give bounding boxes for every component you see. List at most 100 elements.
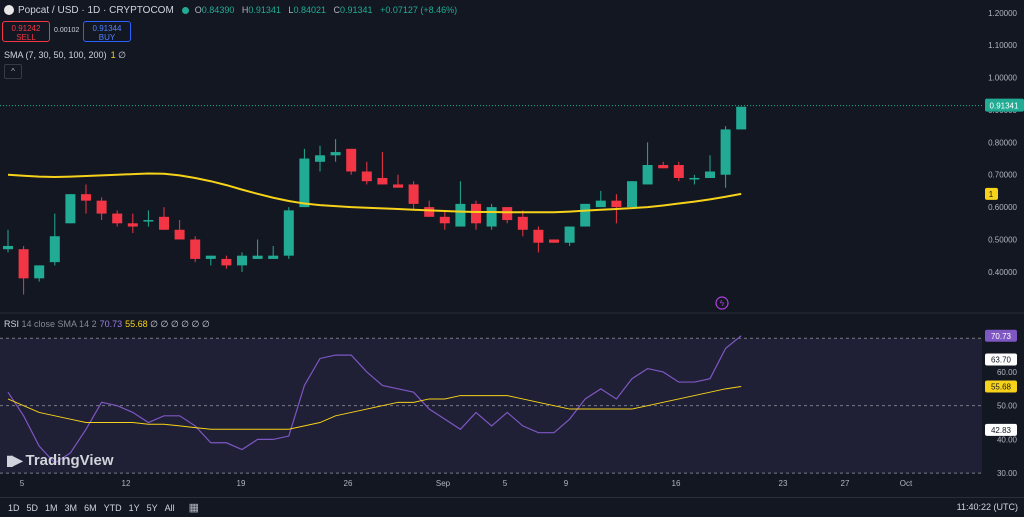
candle-body: [299, 158, 310, 208]
rsi-value-tag: [985, 353, 1017, 366]
rsi-value-tag: [985, 423, 1017, 436]
price-axis-tick: 1.10000: [988, 41, 1017, 50]
candle-body: [611, 200, 622, 208]
candle-body: [455, 203, 466, 227]
price-axis-tick: 1.00000: [988, 74, 1017, 83]
time-axis-tick: Sep: [436, 479, 451, 488]
candle-body: [549, 239, 559, 243]
ohlc-values: O0.84390 H0.91341 L0.84021 C0.91341 +0.0…: [195, 5, 462, 15]
candle-body: [595, 200, 606, 208]
high-value: 0.91341: [248, 5, 281, 15]
popcat-logo-icon: [4, 5, 14, 15]
candle-body: [96, 200, 107, 214]
calendar-icon[interactable]: ▦: [188, 502, 200, 514]
sma-price-label: 1: [989, 190, 994, 199]
candle-body: [190, 239, 201, 259]
ohlc-key: O: [194, 5, 202, 15]
timeframe-1d[interactable]: 1D: [8, 502, 20, 513]
timeframe-1y[interactable]: 1Y: [128, 502, 140, 513]
candle-body: [502, 207, 513, 221]
candle-body: [471, 203, 481, 224]
timeframe-all[interactable]: All: [164, 502, 175, 513]
price-axis-tick: 0.40000: [988, 268, 1017, 277]
candle-body: [377, 177, 388, 185]
chart-header: Popcat / USD · 1D · CRYPTOCOM O0.84390 H…: [4, 3, 462, 17]
timeframe-1m[interactable]: 1M: [45, 502, 58, 513]
rsi-axis-tick: 40.00: [997, 435, 1018, 444]
candle-body: [627, 181, 637, 208]
timeframe-6m[interactable]: 6M: [84, 502, 97, 513]
time-axis-tick: 9: [564, 479, 569, 488]
symbol-title[interactable]: Popcat / USD · 1D · CRYPTOCOM: [18, 4, 174, 16]
rsi-legend-value: 70.73: [99, 319, 123, 329]
candle-body: [127, 223, 138, 227]
candle-body: [252, 255, 263, 259]
buy-price: 0.91344: [92, 24, 122, 33]
change-value: +0.07127 (+8.46%): [380, 5, 458, 15]
rsi-value-label: 70.73: [991, 332, 1012, 341]
candle-body: [642, 165, 653, 185]
rsi-legend[interactable]: RSI 14 close SMA 14 2 70.73 55.68 ∅ ∅ ∅ ∅ …: [4, 319, 210, 330]
candle-body: [564, 226, 575, 243]
sell-label: SELL: [16, 33, 36, 42]
bottom-toolbar: 1D 5D 1M 3M 6M YTD 1Y 5Y All ▦ 11:40:22 …: [0, 497, 1024, 517]
candle-body: [424, 207, 435, 217]
candle-body: [439, 216, 450, 224]
rsi-value-label: 63.70: [991, 355, 1012, 364]
sma-legend[interactable]: SMA (7, 30, 50, 100, 200) 1 ∅: [4, 50, 126, 61]
tradingview-watermark: ▮▶ TradingView: [6, 452, 114, 469]
utc-clock[interactable]: 11:40:22 (UTC): [956, 502, 1018, 512]
price-axis-tick: 1.20000: [988, 9, 1017, 18]
time-axis-tick: Oct: [900, 479, 913, 488]
watermark-text: TradingView: [25, 452, 114, 469]
timeframe-5y[interactable]: 5Y: [146, 502, 158, 513]
candle-body: [268, 255, 279, 259]
sell-button[interactable]: 0.91242 SELL: [2, 21, 50, 42]
candle-body: [408, 184, 419, 204]
timeframe-5d[interactable]: 5D: [26, 502, 39, 513]
price-axis-tick: 0.70000: [988, 171, 1017, 180]
candle-body: [18, 249, 29, 279]
candle-body: [393, 184, 403, 188]
price-axis-tick: 0.60000: [988, 203, 1017, 212]
sma-legend-value: 1: [110, 50, 116, 60]
chevron-up-icon: ^: [11, 67, 15, 76]
time-axis-tick: 23: [779, 479, 788, 488]
time-axis-tick: 27: [841, 479, 850, 488]
rsi-value-label: 55.68: [991, 383, 1012, 392]
timeframe-3m[interactable]: 3M: [64, 502, 78, 513]
candle-body: [65, 194, 76, 224]
rsi-legend-sma-value: 55.68: [125, 319, 148, 329]
price-axis-tick: 0.50000: [988, 235, 1017, 244]
candle-body: [283, 210, 294, 256]
candle-body: [720, 129, 731, 175]
timeframe-ytd[interactable]: YTD: [103, 502, 122, 513]
rsi-axis-tick: 30.00: [997, 469, 1018, 478]
rsi-value-label: 42.83: [991, 426, 1012, 435]
collapse-legend-button[interactable]: ^: [4, 64, 22, 79]
buy-button[interactable]: 0.91344 BUY: [83, 21, 131, 42]
last-price-label: 0.91341: [990, 102, 1019, 111]
time-axis-tick: 12: [122, 479, 131, 488]
candle-body: [736, 106, 747, 130]
candle-body: [3, 245, 13, 250]
sma-legend-rest: ∅: [118, 50, 126, 60]
lightning-glyph: ϟ: [720, 299, 725, 308]
candle-body: [486, 207, 497, 227]
candle-body: [361, 171, 372, 182]
close-value: 0.91341: [340, 5, 373, 15]
candles-group: [3, 106, 747, 295]
candle-body: [533, 229, 544, 243]
candle-body: [81, 194, 91, 201]
candle-body: [174, 229, 185, 240]
spread-value: 0.00102: [54, 27, 80, 34]
candle-body: [689, 177, 700, 180]
lightning-event-icon: [715, 296, 729, 310]
candle-body: [580, 203, 591, 227]
candle-body: [221, 258, 232, 266]
open-value: 0.84390: [201, 5, 235, 15]
sma-legend-title: SMA (7, 30, 50, 100, 200): [4, 50, 107, 60]
sma-price-tag: [985, 187, 998, 200]
candle-body: [49, 236, 60, 263]
